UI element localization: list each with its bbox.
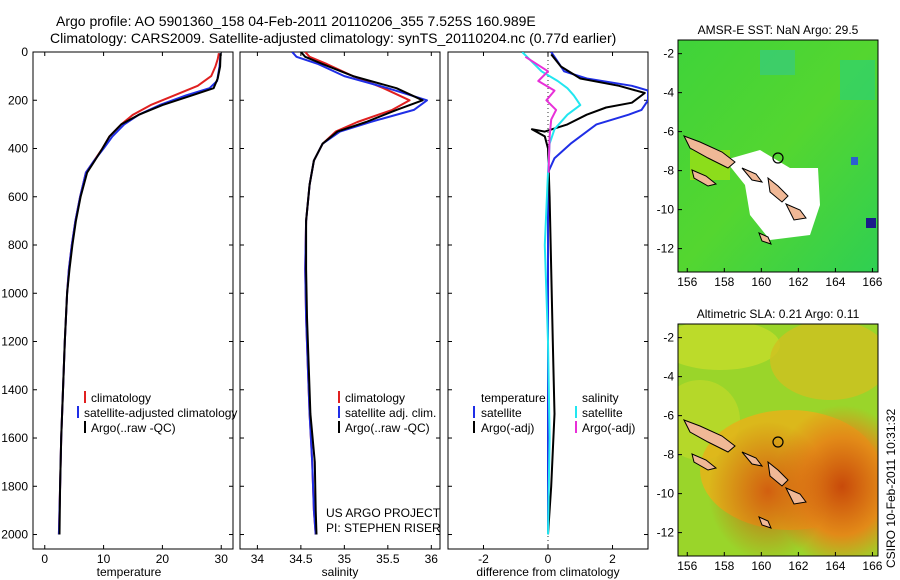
credit-stamp: CSIRO 10-Feb-2011 10:31:32 [884,408,898,568]
depth-tick-label: 1200 [1,335,28,349]
series-line-argo-raw-qc- [300,52,424,535]
argo-position-marker [772,436,784,448]
map-x-tick-label: 162 [788,559,808,573]
map-x-tick-label: 160 [751,275,771,289]
depth-tick-label: 600 [8,190,28,204]
salinity-panel: 34 34.5 35 35.5 36 salinity climatology sate… [239,51,441,579]
temperature-xlabel: temperature [97,565,162,579]
series-line-salinity-argo-adj- [524,55,558,173]
sst-map-title: AMSR-E SST: NaN Argo: 29.5 [698,23,859,37]
difference-legend: temperature satellite Argo(-adj) salinit… [473,391,635,435]
series-line-satellite-adjusted-climatology [57,53,222,535]
legend-label: climatology [91,391,151,405]
salinity-xlabel: salinity [322,565,359,579]
map-y-tick-label: -10 [657,203,675,217]
x-tick-label: 2 [609,552,616,566]
sst-map-frame [677,39,879,273]
legend-header: salinity [582,391,619,405]
map-x-tick-label: 166 [862,275,882,289]
legend-label: Argo(-adj) [481,421,534,435]
map-x-tick-label: 162 [788,275,808,289]
map-y-tick-label: -10 [657,487,675,501]
depth-tick-label: 800 [8,238,28,252]
map-x-tick-label: 156 [677,275,697,289]
x-tick-label: 0 [545,552,552,566]
depth-tick-label: 1800 [1,479,28,493]
sst-cool-patch [840,60,875,100]
islands [682,135,807,245]
header-line1: Argo profile: AO 5901360_158 04-Feb-2011… [56,13,536,29]
x-tick-label: -2 [478,552,489,566]
legend-label: Argo(..raw -QC) [91,421,176,435]
series-line-temperature-satellite [547,52,648,535]
difference-xlabel: difference from climatology [476,565,619,579]
series-line-salinity-satellite [521,52,582,535]
x-tick-label: 30 [215,552,229,566]
depth-tick-label: 1600 [1,431,28,445]
x-tick-label: 35.5 [376,552,400,566]
map-x-tick-label: 158 [714,275,734,289]
sla-map-title: Altimetric SLA: 0.21 Argo: 0.11 [697,307,860,321]
legend-label: Argo(..raw -QC) [345,421,430,435]
x-tick-label: 0 [41,552,48,566]
temperature-panel: 0 10 20 30 temperature climatology satellit… [32,51,237,579]
depth-tick-label: 400 [8,142,28,156]
map-y-tick-label: -12 [657,526,675,540]
series-line-argo-raw-qc- [58,53,222,535]
x-tick-label: 34.5 [289,552,313,566]
depth-tick-label: 2000 [1,528,28,542]
sst-cold-pixel [866,218,876,228]
legend-label: climatology [345,391,405,405]
sst-cold-pixel [851,157,858,165]
map-y-tick-label: -2 [663,331,674,345]
temperature-frame [32,51,234,550]
map-y-tick-label: -12 [657,242,675,256]
x-tick-label: 20 [156,552,170,566]
map-y-tick-label: -2 [663,47,674,61]
legend-header: temperature [481,391,546,405]
map-x-tick-label: 158 [714,559,734,573]
series-line-temperature-argo-adj- [530,53,646,535]
map-y-tick-label: -6 [663,125,674,139]
x-tick-label: 34 [251,552,265,566]
x-tick-label: 36 [425,552,439,566]
islands [682,419,807,529]
x-tick-label: 35 [338,552,352,566]
map-y-tick-label: -8 [663,448,674,462]
depth-axis: 0 200 400 600 800 1000 1200 1400 1600 1800 2000 [1,45,28,542]
map-y-tick-label: -4 [663,86,674,100]
temperature-legend: climatology satellite-adjusted climatolo… [77,391,237,435]
map-y-tick-label: -6 [663,409,674,423]
map-y-tick-label: -8 [663,164,674,178]
x-tick-label: 10 [97,552,111,566]
sla-map-frame [677,323,879,557]
sst-map: AMSR-E SST: NaN Argo: 29.5 156 158 160 162 1… [657,23,883,289]
header-line2: Climatology: CARS2009. Satellite-adjuste… [50,30,616,46]
salinity-frame [239,51,441,550]
legend-label: Argo(-adj) [582,421,635,435]
map-x-tick-label: 160 [751,559,771,573]
salinity-legend: climatology satellite adj. clim. Argo(..… [338,391,436,435]
legend-label: satellite [481,406,522,420]
legend-label: satellite-adjusted climatology [84,406,237,420]
difference-panel: -2 0 2 difference from climatology tempera… [447,51,649,579]
depth-tick-label: 1000 [1,286,28,300]
argo-position-marker [772,152,784,164]
legend-label: satellite adj. clim. [345,406,436,420]
depth-tick-label: 1400 [1,383,28,397]
pi-annotation-line1: US ARGO PROJECT [326,506,441,520]
depth-tick-label: 200 [8,93,28,107]
map-x-tick-label: 164 [825,559,845,573]
sst-cool-patch [760,50,795,75]
map-x-tick-label: 156 [677,559,697,573]
depth-tick-label: 0 [21,45,28,59]
map-y-tick-label: -4 [663,370,674,384]
legend-label: satellite [582,406,623,420]
pi-annotation-line2: PI: STEPHEN RISER [326,521,441,535]
sla-map: Altimetric SLA: 0.21 Argo: 0.11 156 158 16… [657,307,883,573]
series-line-climatology [57,53,220,535]
map-x-tick-label: 164 [825,275,845,289]
map-x-tick-label: 166 [862,559,882,573]
